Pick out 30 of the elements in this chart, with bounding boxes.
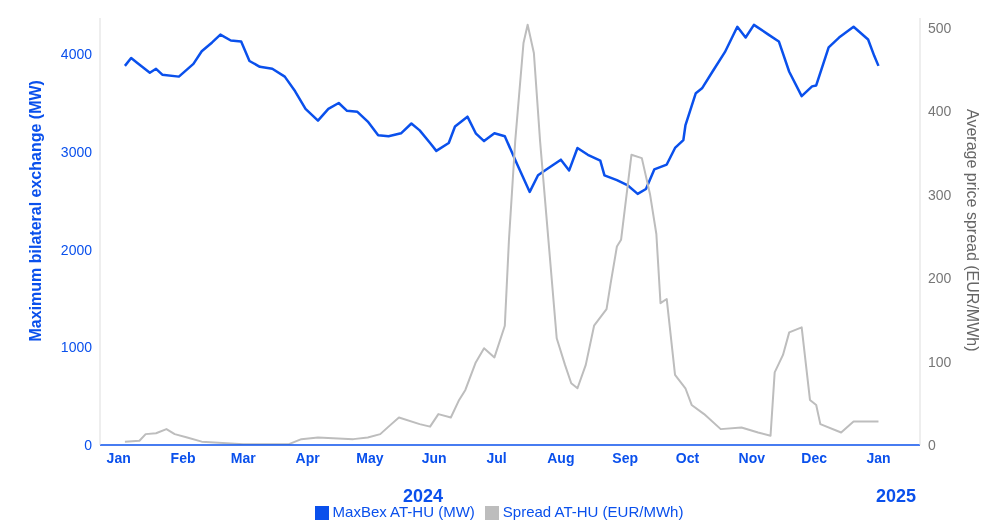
line-series xyxy=(123,23,880,445)
y-tick-label: 3000 xyxy=(60,143,93,160)
legend-label: Spread AT-HU (EUR/MWh) xyxy=(502,502,684,520)
x-tick-label: Apr xyxy=(295,449,321,466)
y-axis-title: Maximum bilateral exchange (MW) xyxy=(26,80,44,342)
x-tick-label: Oct xyxy=(675,449,700,466)
text: 2025 xyxy=(875,486,917,507)
line-series xyxy=(123,23,880,196)
y-tick-label: 4000 xyxy=(60,46,93,63)
y2-tick-label: 400 xyxy=(928,103,952,120)
x-tick-label: Dec xyxy=(801,449,828,466)
x-tick-label: Feb xyxy=(170,449,196,466)
x-tick-label: Nov xyxy=(738,449,766,466)
y2-tick-label: 500 xyxy=(928,19,952,36)
y-tick-label: 1000 xyxy=(60,339,93,356)
y-tick-label: 0 xyxy=(84,436,93,453)
x-tick-label: Mar xyxy=(230,449,257,466)
y2-tick-label: 0 xyxy=(928,436,936,453)
y2-tick-label: 100 xyxy=(928,353,952,370)
y2-tick-label: 300 xyxy=(928,186,952,203)
y2-tick-label: 200 xyxy=(928,270,952,287)
x-tick-label: Jan xyxy=(866,449,891,466)
y-tick-label: 2000 xyxy=(60,241,93,258)
x-tick-label: Jan xyxy=(106,449,131,466)
y2-axis-title: Average price spread (EUR/MWh) xyxy=(964,109,982,352)
x-tick-label: Aug xyxy=(547,449,575,466)
x-tick-label: Jul xyxy=(486,449,507,466)
x-tick-label: Sep xyxy=(612,449,639,466)
x-tick-label: Jun xyxy=(421,449,447,466)
x-tick-label: May xyxy=(356,449,384,466)
